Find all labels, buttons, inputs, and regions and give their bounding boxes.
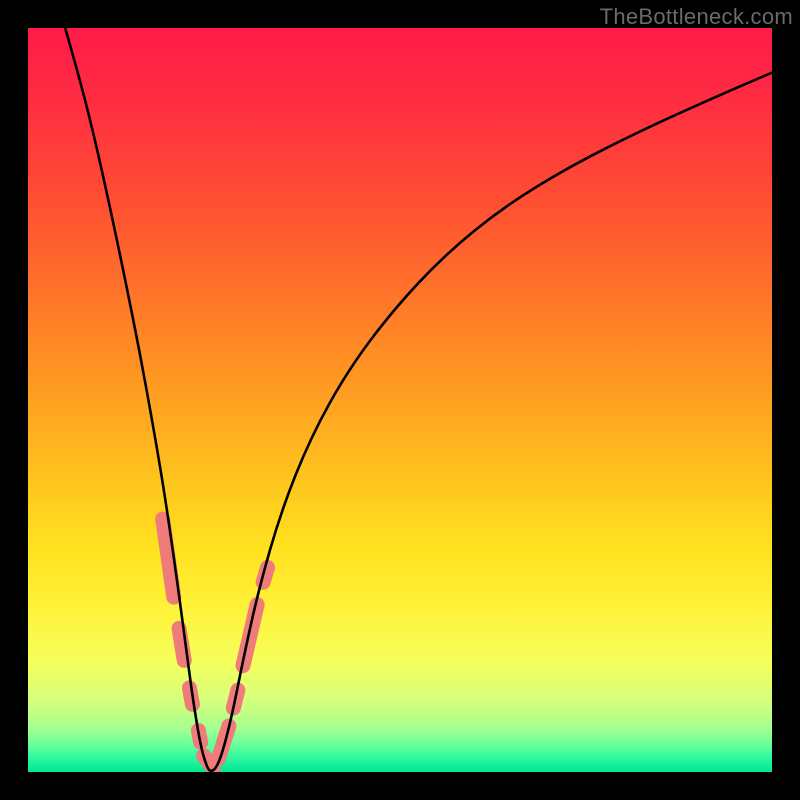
bottleneck-chart: [0, 0, 800, 800]
watermark-text: TheBottleneck.com: [600, 4, 793, 30]
plot-background: [28, 28, 772, 772]
chart-stage: TheBottleneck.com: [0, 0, 800, 800]
